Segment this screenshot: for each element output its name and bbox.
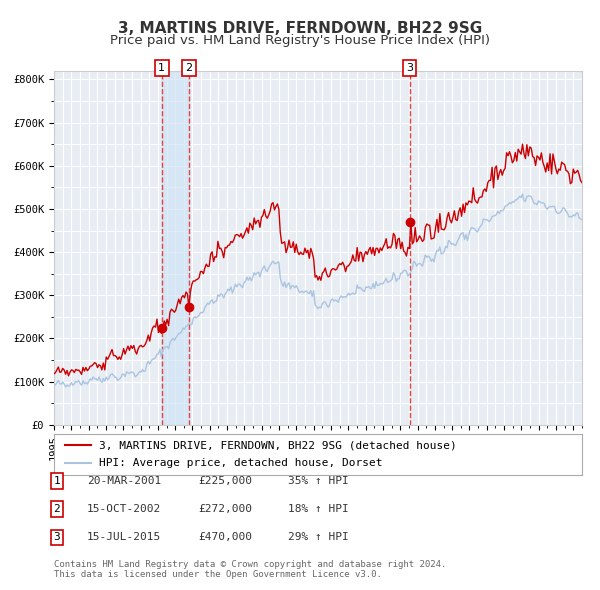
Text: £470,000: £470,000: [198, 533, 252, 542]
Text: Price paid vs. HM Land Registry's House Price Index (HPI): Price paid vs. HM Land Registry's House …: [110, 34, 490, 47]
Text: £272,000: £272,000: [198, 504, 252, 514]
Text: 3, MARTINS DRIVE, FERNDOWN, BH22 9SG: 3, MARTINS DRIVE, FERNDOWN, BH22 9SG: [118, 21, 482, 35]
Text: 18% ↑ HPI: 18% ↑ HPI: [288, 504, 349, 514]
Text: 29% ↑ HPI: 29% ↑ HPI: [288, 533, 349, 542]
Text: 3: 3: [406, 63, 413, 73]
Text: 15-JUL-2015: 15-JUL-2015: [87, 533, 161, 542]
Bar: [161, 71, 189, 425]
Text: 2: 2: [53, 504, 61, 514]
Text: £225,000: £225,000: [198, 476, 252, 486]
Text: 20-MAR-2001: 20-MAR-2001: [87, 476, 161, 486]
Text: 1: 1: [53, 476, 61, 486]
Text: Contains HM Land Registry data © Crown copyright and database right 2024.
This d: Contains HM Land Registry data © Crown c…: [54, 560, 446, 579]
Text: 3: 3: [53, 533, 61, 542]
Text: 3, MARTINS DRIVE, FERNDOWN, BH22 9SG (detached house): 3, MARTINS DRIVE, FERNDOWN, BH22 9SG (de…: [99, 440, 457, 450]
Text: 1: 1: [158, 63, 165, 73]
Text: 15-OCT-2002: 15-OCT-2002: [87, 504, 161, 514]
Text: 2: 2: [185, 63, 193, 73]
Text: HPI: Average price, detached house, Dorset: HPI: Average price, detached house, Dors…: [99, 458, 382, 468]
Text: 35% ↑ HPI: 35% ↑ HPI: [288, 476, 349, 486]
